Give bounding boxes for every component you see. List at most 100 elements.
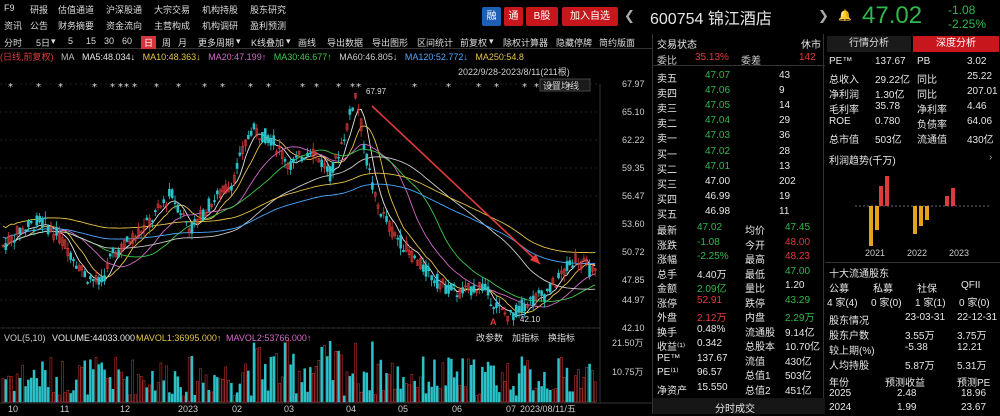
nav-hsgt[interactable]: 沪深股通: [106, 5, 143, 15]
tab-15min[interactable]: 15: [86, 36, 97, 46]
tab-5day[interactable]: 5日: [36, 38, 51, 48]
nav-research[interactable]: 研报: [30, 5, 49, 15]
event-star-icon[interactable]: *: [300, 82, 305, 93]
bell-icon[interactable]: 🔔: [838, 10, 852, 22]
price-tick: 42.10: [622, 323, 645, 333]
switch-indicator-button[interactable]: 换指标: [548, 332, 575, 343]
event-star-icon[interactable]: *: [154, 82, 159, 93]
tab-market-analysis[interactable]: 行情分析: [827, 36, 911, 52]
holder-count: 4 家(4): [827, 298, 858, 309]
tab-week[interactable]: 周: [162, 38, 172, 48]
tab-month[interactable]: 月: [178, 38, 188, 48]
stat-value: 15.550: [697, 381, 728, 393]
event-star-icon[interactable]: *: [118, 82, 123, 93]
event-star-icon[interactable]: *: [92, 82, 97, 93]
candle-body: [430, 275, 433, 281]
volume-bar: [292, 353, 295, 403]
volume-bar: [131, 359, 134, 403]
event-star-icon[interactable]: *: [350, 82, 355, 93]
volume-bar: [204, 374, 208, 403]
event-star-icon[interactable]: *: [356, 82, 361, 93]
kline-overlay-menu[interactable]: K线叠加: [251, 38, 285, 48]
event-star-icon[interactable]: *: [476, 82, 481, 93]
export-data-button[interactable]: 导出数据: [327, 38, 364, 48]
tab-30min[interactable]: 30: [104, 36, 115, 46]
connect-badge[interactable]: 通: [504, 7, 523, 26]
event-star-icon[interactable]: *: [202, 82, 207, 93]
event-star-icon[interactable]: *: [220, 82, 225, 93]
candle-body: [297, 150, 301, 155]
event-star-icon[interactable]: *: [132, 82, 137, 93]
tab-day[interactable]: 日: [141, 36, 157, 49]
event-star-icon[interactable]: *: [548, 82, 553, 93]
tab-5day-arrow[interactable]: ▾: [51, 36, 56, 46]
simple-layout-button[interactable]: 简约版面: [599, 38, 636, 48]
nav-forecast[interactable]: 盈利预测: [250, 21, 287, 31]
nav-valuation[interactable]: 估值通道: [58, 5, 95, 15]
top-nav: F9 研报 估值通道 沪深股通 大宗交易 机构持股 股东研究 资讯 公告 财务摘…: [0, 0, 620, 34]
hide-suspended-button[interactable]: 隐藏停牌: [556, 38, 593, 48]
margin-badge[interactable]: 融: [482, 7, 501, 26]
event-star-icon[interactable]: *: [314, 82, 319, 93]
candle-body: [300, 157, 304, 162]
event-star-icon[interactable]: *: [534, 82, 539, 93]
adjust-arrow[interactable]: ▾: [489, 36, 494, 46]
edit-params-button[interactable]: 改参数: [476, 332, 503, 343]
add-watchlist-button[interactable]: 加入自选: [562, 7, 618, 26]
rights-calculator-button[interactable]: 除权计算器: [503, 38, 549, 48]
candle-body: [517, 306, 521, 313]
nav-fin-summary[interactable]: 财务摘要: [58, 21, 95, 31]
event-star-icon[interactable]: *: [412, 82, 417, 93]
event-star-icon[interactable]: *: [248, 82, 253, 93]
export-image-button[interactable]: 导出图形: [372, 38, 409, 48]
candle-body: [179, 213, 182, 215]
nav-business[interactable]: 主营构成: [154, 21, 191, 31]
event-star-icon[interactable]: *: [176, 82, 181, 93]
nav-block-trade[interactable]: 大宗交易: [154, 5, 191, 15]
candle-body: [520, 299, 524, 313]
nav-news[interactable]: 资讯: [4, 21, 23, 31]
event-star-icon[interactable]: *: [124, 82, 129, 93]
adjust-menu[interactable]: 前复权: [460, 38, 488, 48]
range-stats-button[interactable]: 区间统计: [417, 38, 454, 48]
nav-holder-research[interactable]: 股东研究: [250, 5, 287, 15]
tab-60min[interactable]: 60: [122, 36, 133, 46]
tab-5min[interactable]: 5: [68, 36, 74, 46]
forecast-pe: 23.67: [961, 402, 987, 413]
event-star-icon[interactable]: *: [8, 82, 13, 93]
event-star-icon[interactable]: *: [36, 82, 41, 93]
candle-body: [388, 221, 391, 232]
nav-inst-survey[interactable]: 机构调研: [202, 21, 239, 31]
b-share-button[interactable]: B股: [526, 7, 558, 26]
event-star-icon[interactable]: *: [446, 82, 451, 93]
draw-line-button[interactable]: 画线: [298, 38, 317, 48]
nav-announce[interactable]: 公告: [30, 21, 49, 31]
more-periods-menu[interactable]: 更多周期: [198, 38, 235, 48]
tab-intraday[interactable]: 分时: [4, 38, 23, 48]
candle-body: [176, 204, 180, 213]
ma-setting-button[interactable]: [539, 78, 591, 92]
prev-stock-icon[interactable]: ❮: [624, 8, 635, 23]
ask-label: 卖二: [657, 119, 677, 130]
event-star-icon[interactable]: *: [110, 82, 115, 93]
f9-link[interactable]: F9: [4, 3, 15, 13]
kline-overlay-arrow[interactable]: ▾: [286, 36, 291, 46]
add-indicator-button[interactable]: 加指标: [512, 332, 539, 343]
tick-trades-tab[interactable]: 分时成交: [653, 398, 825, 415]
event-star-icon[interactable]: *: [566, 82, 571, 93]
candle-body: [574, 253, 577, 263]
nav-capital-flow[interactable]: 资金流向: [106, 21, 143, 31]
event-star-icon[interactable]: *: [522, 82, 527, 93]
kline-chart[interactable]: 2022/9/28-2023/8/11(211根) 设置均线 67.97 65.1…: [0, 64, 652, 414]
event-star-icon[interactable]: *: [494, 82, 499, 93]
event-star-icon[interactable]: *: [58, 82, 63, 93]
nav-inst-holding[interactable]: 机构持股: [202, 5, 239, 15]
more-periods-arrow[interactable]: ▾: [236, 36, 241, 46]
volume-bar: [320, 346, 323, 403]
volume-bar: [1, 378, 5, 403]
event-star-icon[interactable]: *: [266, 82, 271, 93]
tab-deep-analysis[interactable]: 深度分析: [913, 36, 999, 52]
profit-trend-more-icon[interactable]: ›: [989, 152, 993, 163]
next-stock-icon[interactable]: ❯: [818, 8, 829, 23]
event-star-icon[interactable]: *: [336, 82, 341, 93]
